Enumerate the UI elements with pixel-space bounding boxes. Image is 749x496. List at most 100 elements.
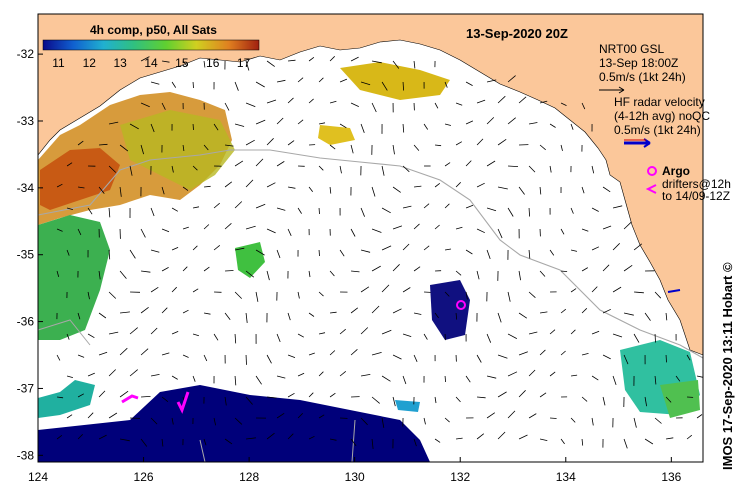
current-arrow bbox=[203, 224, 210, 230]
current-arrow bbox=[66, 375, 74, 378]
current-arrow bbox=[287, 312, 291, 321]
current-arrow bbox=[255, 375, 262, 385]
current-arrow bbox=[423, 245, 430, 251]
current-arrow bbox=[507, 207, 514, 217]
current-arrow bbox=[150, 123, 155, 133]
current-arrow bbox=[507, 75, 516, 83]
current-arrow bbox=[634, 291, 644, 294]
current-arrow bbox=[318, 332, 326, 335]
current-arrow bbox=[266, 228, 276, 234]
current-arrow bbox=[234, 81, 239, 91]
current-arrow bbox=[297, 119, 304, 125]
current-arrow bbox=[255, 158, 264, 167]
current-arrow bbox=[518, 390, 526, 398]
current-arrow bbox=[234, 201, 243, 209]
current-arrow bbox=[612, 333, 623, 338]
current-arrow bbox=[476, 228, 485, 234]
current-arrow bbox=[444, 291, 450, 297]
current-arrow bbox=[371, 438, 374, 449]
current-arrow bbox=[402, 205, 412, 209]
current-arrow bbox=[371, 352, 382, 356]
current-arrow bbox=[245, 225, 256, 230]
current-arrow bbox=[171, 165, 174, 173]
current-arrow bbox=[602, 354, 611, 360]
current-arrow bbox=[171, 247, 179, 251]
current-arrow bbox=[308, 56, 315, 62]
current-arrow bbox=[192, 206, 200, 209]
legend-hf-scale: 0.5m/s (1kt 24h) bbox=[614, 123, 701, 137]
y-tick-label: -32 bbox=[17, 47, 35, 61]
current-arrow bbox=[570, 207, 574, 214]
current-arrow bbox=[477, 396, 486, 399]
current-arrow bbox=[539, 392, 547, 398]
current-arrow bbox=[602, 186, 611, 193]
current-arrow bbox=[581, 228, 589, 232]
drifter-track bbox=[176, 391, 190, 414]
current-arrow bbox=[539, 186, 542, 195]
current-arrow bbox=[455, 102, 463, 106]
current-arrow bbox=[66, 333, 70, 340]
current-arrow bbox=[539, 100, 548, 104]
current-arrow bbox=[87, 291, 90, 300]
current-arrow bbox=[150, 286, 159, 293]
current-arrow bbox=[287, 354, 296, 358]
legend-model-label: NRT00 GSL bbox=[599, 42, 664, 56]
current-arrow bbox=[423, 333, 428, 340]
current-arrow bbox=[581, 267, 589, 272]
current-arrow bbox=[351, 270, 360, 273]
current-arrow bbox=[213, 244, 221, 251]
current-arrow bbox=[581, 186, 585, 194]
current-arrow bbox=[56, 228, 63, 232]
shelf-contour-line bbox=[37, 149, 704, 359]
current-arrow bbox=[329, 392, 336, 398]
current-arrow bbox=[66, 414, 73, 419]
y-axis-ticks: -32 -33 -34 -35 -36 -37 -38 bbox=[17, 47, 43, 462]
current-arrow bbox=[591, 417, 594, 426]
current-arrow bbox=[507, 410, 516, 419]
current-arrow bbox=[266, 138, 274, 146]
current-arrow bbox=[192, 165, 198, 171]
current-arrow bbox=[371, 396, 380, 404]
current-arrow bbox=[623, 264, 633, 272]
current-arrow bbox=[276, 79, 286, 83]
current-arrow bbox=[413, 312, 422, 315]
current-arrow bbox=[402, 81, 404, 91]
current-arrow bbox=[413, 223, 420, 230]
legend-hf-line2: (4-12h avg) noQC bbox=[614, 109, 710, 123]
current-arrow bbox=[171, 286, 177, 293]
current-arrow bbox=[266, 60, 275, 67]
current-arrow bbox=[360, 374, 371, 377]
current-arrow bbox=[56, 270, 60, 278]
current-arrow bbox=[108, 331, 119, 335]
current-arrow bbox=[392, 354, 402, 360]
current-arrow bbox=[192, 375, 196, 382]
current-arrow bbox=[434, 224, 440, 230]
current-arrow bbox=[549, 371, 556, 377]
current-arrow bbox=[654, 291, 662, 299]
current-arrow bbox=[549, 165, 552, 173]
sst-patch-northern-yellow bbox=[340, 62, 450, 100]
current-arrow bbox=[140, 102, 150, 108]
current-arrow bbox=[297, 291, 300, 299]
current-arrow bbox=[444, 203, 450, 209]
current-arrow bbox=[507, 117, 516, 125]
current-arrow bbox=[434, 182, 441, 188]
current-arrow bbox=[119, 144, 129, 152]
current-arrow bbox=[497, 95, 506, 104]
current-arrow bbox=[161, 396, 169, 403]
current-arrow bbox=[276, 412, 285, 419]
current-arrow bbox=[339, 78, 348, 83]
sst-patch-cold-south bbox=[38, 385, 430, 462]
current-arrow bbox=[77, 434, 83, 440]
current-arrow bbox=[402, 375, 407, 385]
sst-patch-green-west bbox=[38, 215, 110, 340]
current-arrow bbox=[150, 207, 155, 217]
current-arrow bbox=[350, 56, 359, 62]
current-arrow bbox=[98, 390, 106, 398]
current-arrow bbox=[224, 438, 233, 445]
current-arrow bbox=[476, 270, 480, 280]
current-arrow bbox=[140, 228, 146, 238]
current-arrow bbox=[161, 228, 170, 233]
current-arrow bbox=[192, 288, 199, 293]
current-arrow bbox=[413, 438, 417, 447]
